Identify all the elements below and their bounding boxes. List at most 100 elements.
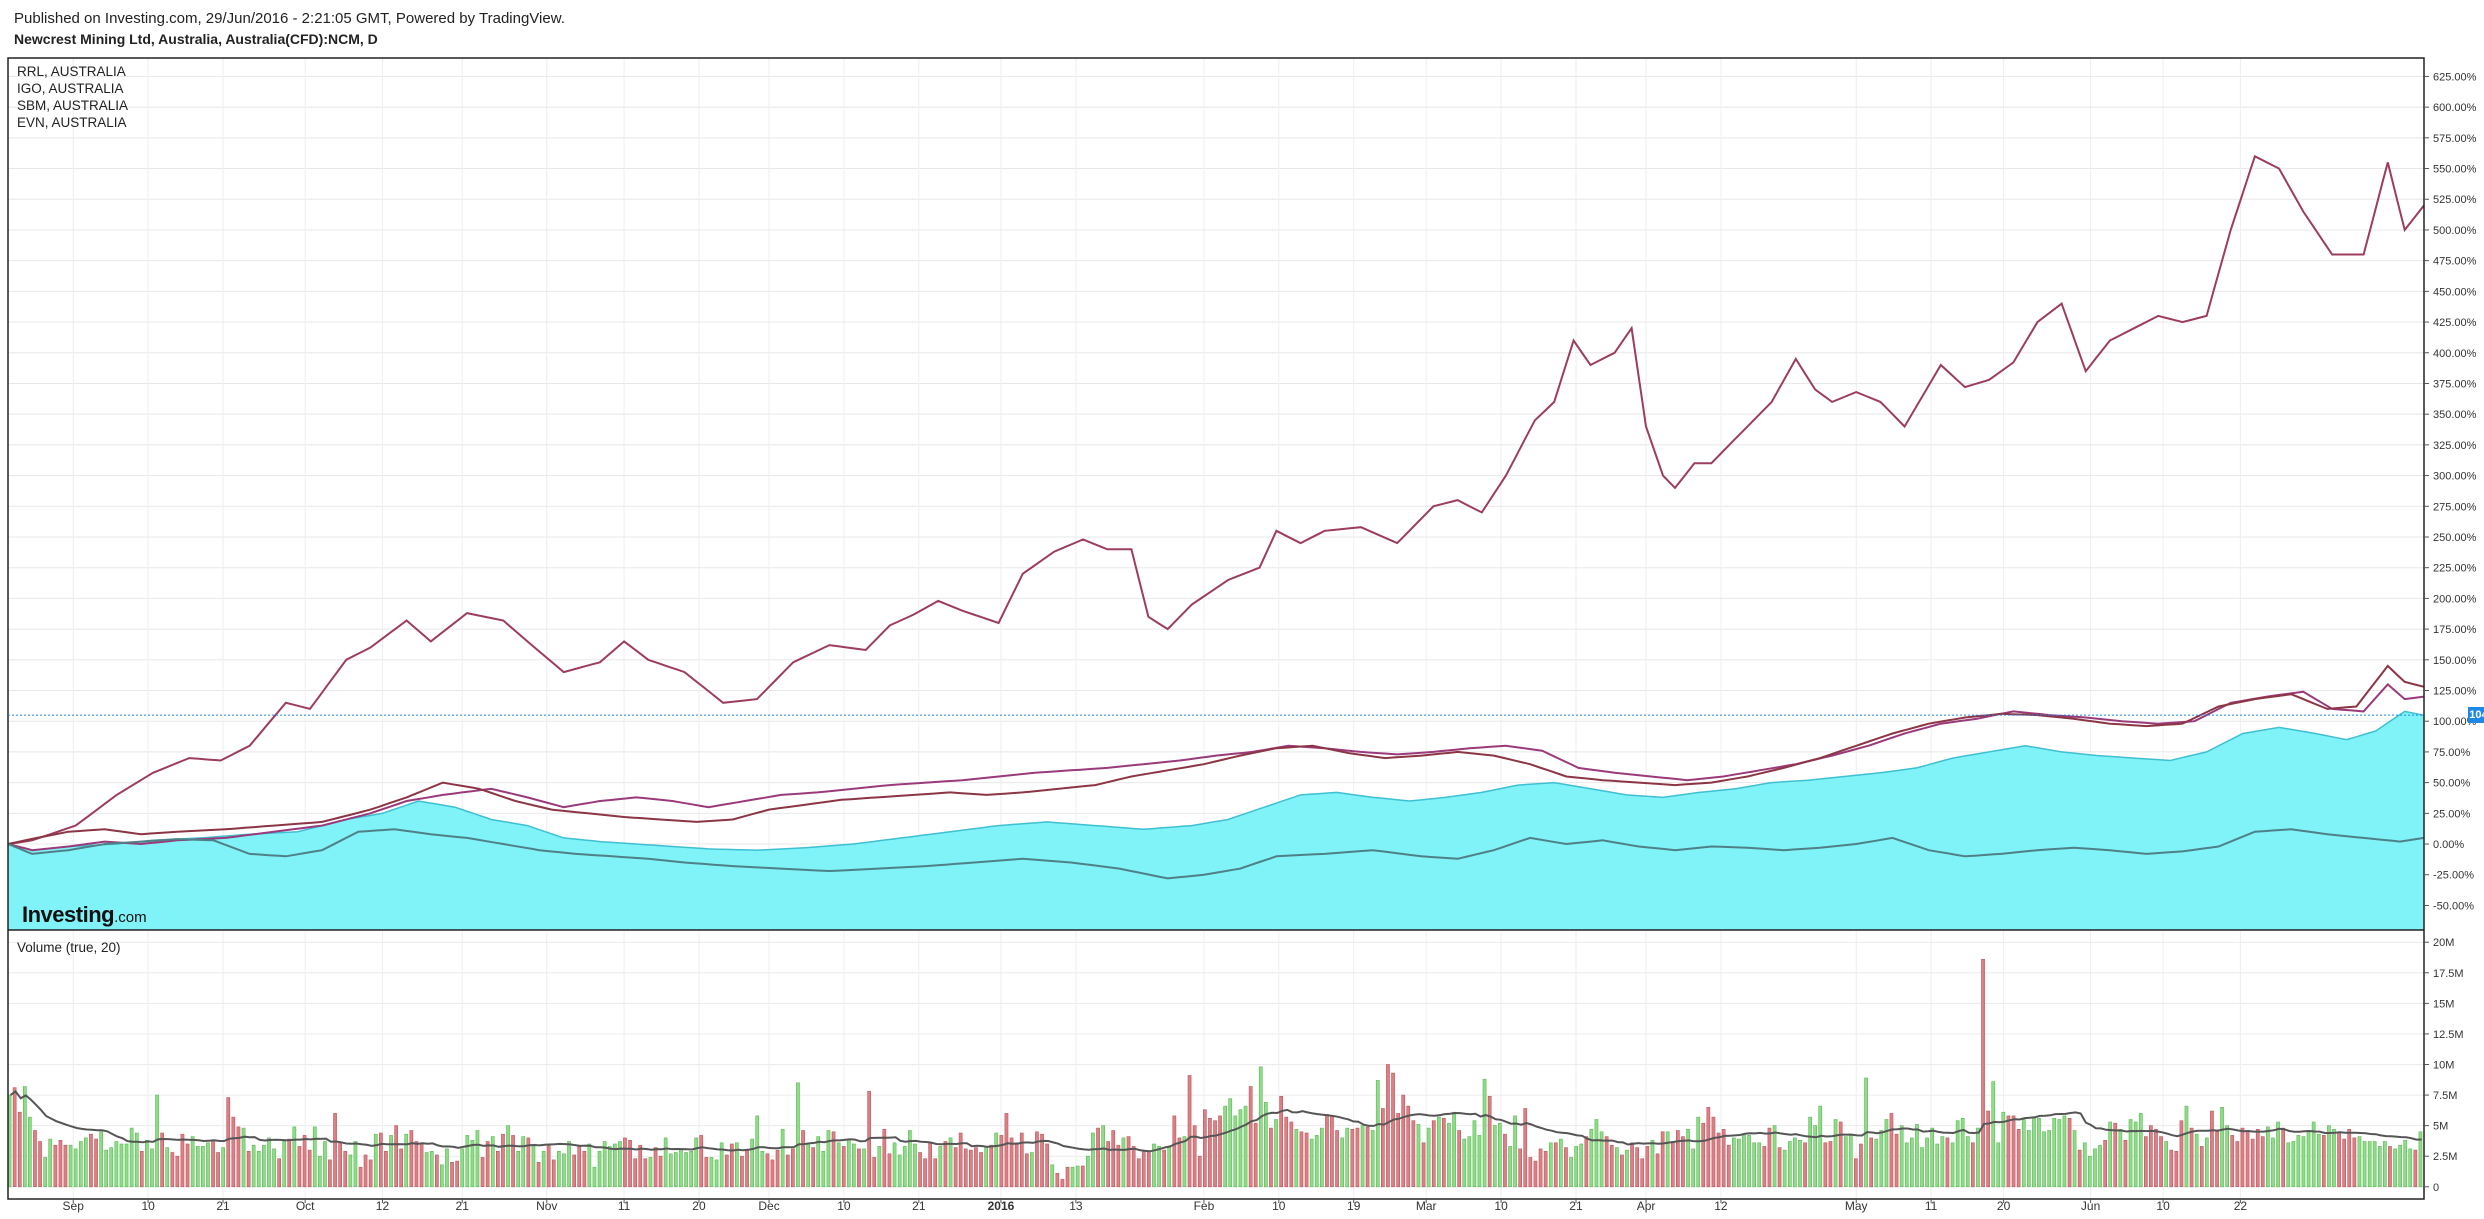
volume-bar: [1289, 1121, 1294, 1188]
volume-bar: [984, 1146, 988, 1188]
volume-bar: [1803, 1142, 1807, 1188]
volume-bar: [348, 1154, 353, 1188]
volume-bar: [287, 1138, 292, 1188]
volume-bar: [1498, 1122, 1502, 1188]
volume-bar: [2327, 1125, 2331, 1187]
volume-bar: [1889, 1113, 1894, 1188]
y-tick-label: 225.00%: [2433, 563, 2477, 575]
volume-bar: [2377, 1146, 2382, 1188]
volume-bar: [506, 1125, 510, 1187]
volume-bar: [160, 1132, 165, 1188]
volume-bar: [714, 1159, 719, 1188]
volume-bar: [312, 1126, 317, 1188]
x-tick-label: 11: [618, 1199, 631, 1213]
volume-bar: [2250, 1138, 2255, 1188]
volume-bar: [1935, 1143, 1940, 1188]
volume-bar: [1670, 1142, 1675, 1188]
volume-bar: [1416, 1124, 1421, 1188]
y-tick-label: 325.00%: [2433, 440, 2477, 452]
legend-igo[interactable]: IGO, AUSTRALIA: [17, 81, 124, 96]
legend-rrl[interactable]: RRL, AUSTRALIA: [17, 64, 126, 79]
x-tick-label: 12: [376, 1199, 390, 1213]
volume-bar: [780, 1129, 785, 1188]
y-tick-label: 25.00%: [2433, 808, 2471, 820]
volume-bar: [1798, 1140, 1802, 1188]
x-tick-label: 21: [216, 1199, 230, 1213]
volume-bar: [404, 1133, 409, 1188]
ncm-area-line: [7, 710, 2425, 851]
y-tick-label: 475.00%: [2433, 256, 2477, 268]
x-tick-label: Jun: [2081, 1199, 2100, 1213]
volume-bar: [99, 1131, 103, 1188]
y-tick-label: 17.5M: [2433, 968, 2464, 980]
volume-bar: [1360, 1125, 1365, 1187]
volume-bar: [2077, 1149, 2082, 1188]
volume-bar: [2184, 1105, 2189, 1188]
volume-bar: [2032, 1118, 2036, 1188]
legend-evn[interactable]: EVN, AUSTRALIA: [17, 115, 127, 130]
volume-bar: [1604, 1136, 1609, 1187]
legend-sbm[interactable]: SBM, AUSTRALIA: [17, 98, 129, 113]
rrl-line: [7, 154, 2425, 845]
volume-bar: [2194, 1133, 2199, 1188]
volume-bar: [2276, 1121, 2280, 1188]
volume-bar: [1910, 1137, 1914, 1188]
axes: 625.00% 600.00% 575.00% 550.00% 525.00% 500.0…: [7, 57, 2477, 1213]
volume-bar: [1777, 1147, 1782, 1187]
x-tick-label: 22: [2234, 1199, 2248, 1213]
volume-bar: [1808, 1116, 1812, 1188]
volume-bar: [2016, 1129, 2021, 1188]
volume-bar: [145, 1140, 149, 1188]
volume-bar: [2021, 1119, 2026, 1188]
volume-bar: [1971, 1142, 1975, 1188]
volume-bar: [114, 1141, 119, 1188]
volume-bar: [1960, 1118, 1965, 1188]
volume-bar: [1355, 1127, 1360, 1188]
volume-bar: [1782, 1149, 1787, 1188]
volume-bar: [389, 1135, 393, 1188]
volume-bar: [1467, 1136, 1472, 1187]
y-tick-label: 0.00%: [2433, 839, 2464, 851]
volume-bar: [948, 1137, 953, 1188]
y-tick-label: 400.00%: [2433, 348, 2477, 360]
volume-bar: [195, 1146, 200, 1188]
volume-bar: [439, 1164, 444, 1188]
volume-bar: [1981, 958, 1985, 1187]
volume-bar: [2128, 1119, 2133, 1188]
volume-bar: [1111, 1130, 1116, 1188]
volume-bar: [775, 1149, 780, 1188]
volume-bar: [1752, 1142, 1756, 1188]
volume-bar: [556, 1151, 561, 1188]
x-tick-label: 10: [1494, 1199, 1508, 1213]
y-tick-label: 150.00%: [2433, 655, 2477, 667]
volume-bar: [1574, 1146, 1578, 1188]
volume-bar: [1564, 1147, 1568, 1187]
volume-bar: [2347, 1129, 2352, 1188]
volume-bar: [2113, 1122, 2118, 1188]
volume-bar: [343, 1151, 348, 1188]
volume-bar: [1828, 1141, 1833, 1188]
volume-bar: [979, 1152, 983, 1188]
volume-bar: [1869, 1137, 1873, 1188]
volume-bar: [2316, 1133, 2321, 1188]
volume-bar: [872, 1157, 877, 1188]
volume-bar: [1009, 1137, 1014, 1188]
volume-bar: [1019, 1132, 1024, 1188]
series-lines: [7, 154, 2425, 880]
volume-bar: [1070, 1166, 1075, 1188]
volume-bar: [2067, 1118, 2072, 1188]
volume-bar: [577, 1146, 582, 1188]
volume-bar: [1075, 1165, 1080, 1188]
volume-bar: [1655, 1153, 1660, 1188]
volume-bar: [2082, 1142, 2087, 1188]
volume-bar: [445, 1148, 449, 1188]
x-tick-label: Feb: [1194, 1199, 1215, 1213]
volume-bar: [150, 1148, 154, 1188]
volume-bar: [643, 1158, 648, 1188]
volume-bar: [399, 1148, 404, 1188]
volume-bar: [699, 1135, 704, 1188]
volume-bar: [1411, 1120, 1416, 1187]
volume-bar: [541, 1151, 546, 1188]
volume-bar: [1691, 1148, 1695, 1188]
